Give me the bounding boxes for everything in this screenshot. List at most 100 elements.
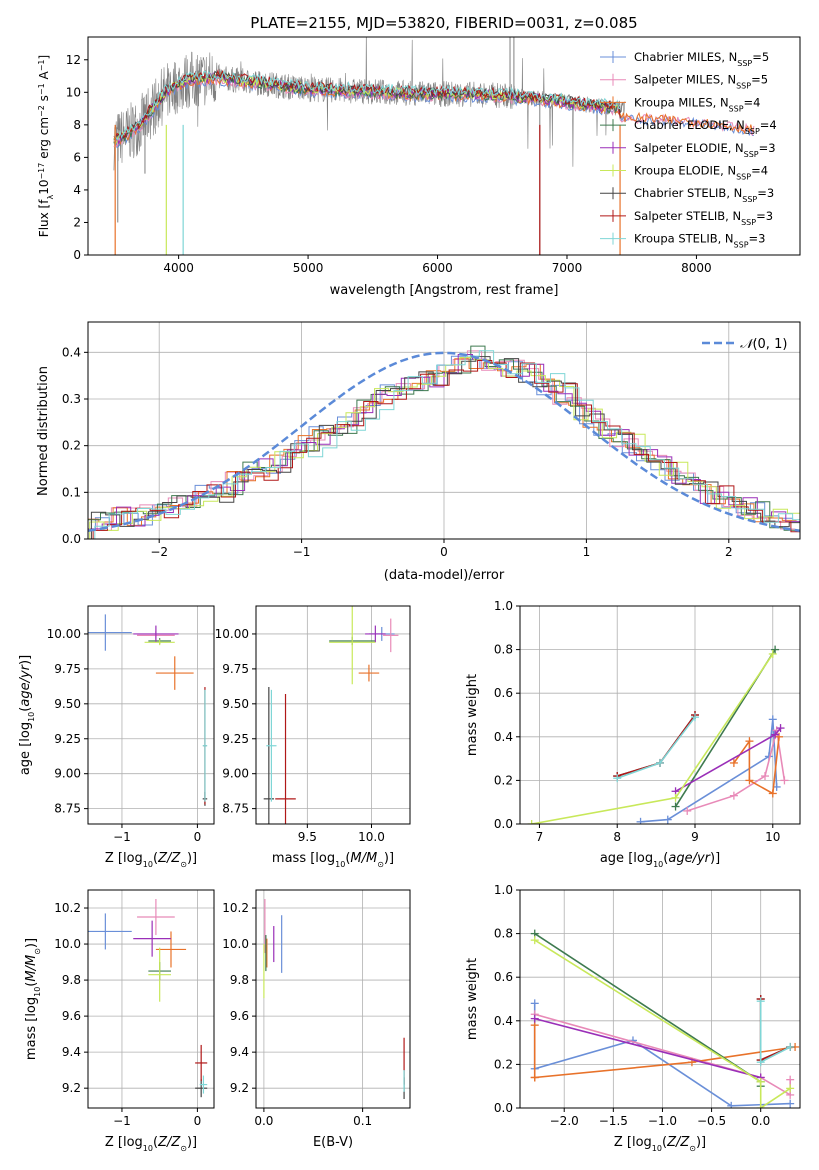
label-part: =4 — [760, 118, 777, 132]
label-part: )] — [710, 851, 720, 866]
weight-line-salpeter_stelib — [616, 714, 696, 777]
panel-mass_vs_ebv: 0.0 0.1 9.2 9.4 9.6 9.8 10.0 10.2 — [222, 889, 411, 1128]
histogram-chabrier_elodie — [88, 345, 799, 531]
x-tick-label: −1 — [293, 545, 311, 559]
y-tick-label: 9.2 — [62, 1081, 81, 1095]
label-part: −1 — [37, 83, 46, 95]
plot-area-age_vs_Z — [88, 614, 208, 806]
plot-area-age_vs_mass — [263, 606, 399, 824]
weight-line-kroupa_miles — [533, 1025, 796, 1079]
axes-frame — [87, 889, 215, 1109]
label-part: ⊙ — [377, 860, 384, 869]
axes-frame — [255, 605, 411, 825]
x-tick-label: 6000 — [422, 261, 453, 275]
label-part: 10 — [335, 860, 345, 869]
label-part: 10 — [33, 987, 42, 997]
legend-label-normal: 𝒩(0, 1) — [740, 337, 787, 352]
y-tick-label: 10.00 — [47, 627, 81, 641]
normal-curve-line — [88, 351, 800, 533]
label-part: 10 — [653, 860, 663, 869]
y-tick-label: 0.6 — [494, 686, 513, 700]
y-tick-label: 9.2 — [230, 1081, 249, 1095]
x-axis-label: age [log10(age/yr)] — [600, 851, 720, 869]
label-part: Salpeter ELODIE, N — [634, 141, 744, 155]
histogram-kroupa_stelib — [94, 350, 800, 539]
label-part: ⊙ — [180, 860, 187, 869]
y-tick-label: 0.2 — [62, 439, 81, 453]
label-part: age [log — [18, 722, 33, 775]
y-tick-label: 9.25 — [54, 732, 81, 746]
y-tick-label: 0.3 — [62, 392, 81, 406]
label-part: 10 — [143, 860, 153, 869]
label-part: 10 — [652, 1144, 662, 1153]
x-tick-label: −1 — [113, 1114, 131, 1128]
x-tick-label: −2.0 — [550, 1114, 579, 1128]
panel-age_vs_mass: 9.5 10.0 8.75 9.00 9.25 9.50 9.75 10.00 — [215, 605, 411, 844]
label-part: ( — [662, 1135, 667, 1150]
y-tick-label: 10 — [66, 85, 81, 99]
x-tick-label: 9 — [691, 830, 699, 844]
panel-age_vs_Z: −1 0 8.75 9.00 9.25 9.50 9.75 10.00 — [47, 605, 215, 844]
label-part: 10 — [27, 712, 36, 722]
label-part: ] — [37, 55, 51, 60]
y-tick-label: 0.0 — [62, 532, 81, 546]
label-part: Z [log — [614, 1135, 652, 1150]
y-tick-label: 1.0 — [494, 599, 513, 613]
weight-line-salpeter_elodie — [534, 1017, 761, 1079]
weight-line-kroupa_elodie — [531, 653, 774, 824]
x-tick-label: 9.5 — [298, 830, 317, 844]
label-part: age/yr — [18, 663, 33, 706]
y-tick-label: 0.1 — [62, 485, 81, 499]
label-part: )] — [24, 938, 39, 948]
label-part: Z [log — [105, 1135, 143, 1150]
y-tick-label: 9.8 — [62, 973, 81, 987]
label-part: Kroupa ELODIE, N — [634, 164, 736, 178]
label-part: )] — [187, 1135, 197, 1150]
legend-label: Salpeter MILES, NSSP=5 — [634, 73, 768, 91]
y-tick-label: 9.6 — [230, 1009, 249, 1023]
legend-label: Kroupa MILES, NSSP=4 — [634, 95, 760, 113]
label-part: =3 — [757, 186, 774, 200]
label-part: age [log — [600, 851, 653, 866]
label-part: =5 — [751, 73, 768, 87]
label-part: SSP — [737, 59, 752, 68]
y-tick-label: 0.8 — [494, 927, 513, 941]
x-tick-label: 5000 — [293, 261, 324, 275]
label-part: ( — [345, 851, 350, 866]
weight-line-chabrier_elodie — [534, 932, 762, 1087]
y-axis-label: mass weight — [465, 958, 480, 1040]
y-tick-label: 9.00 — [54, 767, 81, 781]
plot-area-mass_vs_Z — [88, 899, 208, 1098]
x-tick-label: 10 — [765, 830, 780, 844]
y-tick-label: 0.6 — [494, 970, 513, 984]
legend-label: Kroupa ELODIE, NSSP=4 — [634, 164, 768, 182]
x-tick-label: 0 — [194, 830, 202, 844]
x-tick-label: 10.0 — [358, 830, 385, 844]
label-part: M/M — [24, 955, 39, 982]
x-tick-label: −0.5 — [697, 1114, 726, 1128]
label-part: )] — [696, 1135, 706, 1150]
y-tick-label: 0.0 — [494, 817, 513, 831]
y-tick-label: 0.2 — [494, 1057, 513, 1071]
x-tick-label: 8 — [613, 830, 621, 844]
x-tick-label: −2 — [150, 545, 168, 559]
x-tick-label: 2 — [725, 545, 733, 559]
plot-area-spectrum — [113, 37, 755, 255]
label-part: ( — [18, 707, 33, 712]
y-tick-label: 10.0 — [54, 937, 81, 951]
axes-frame — [87, 605, 215, 825]
x-tick-label: 7000 — [552, 261, 583, 275]
y-tick-label: 10.00 — [215, 627, 249, 641]
y-tick-label: 12 — [66, 53, 81, 67]
legend-label: Chabrier MILES, NSSP=5 — [634, 50, 769, 68]
x-tick-label: 4000 — [163, 261, 194, 275]
x-tick-label: 1 — [583, 545, 591, 559]
histogram-salpeter_miles — [88, 350, 795, 531]
x-tick-label: 0.1 — [353, 1114, 372, 1128]
label-part: )] — [187, 851, 197, 866]
label-part: −17 — [37, 163, 46, 180]
legend: Chabrier MILES, NSSP=5 Salpeter MILES, NS… — [600, 50, 777, 249]
label-part: SSP — [745, 127, 760, 136]
y-tick-label: 0.4 — [62, 345, 81, 359]
